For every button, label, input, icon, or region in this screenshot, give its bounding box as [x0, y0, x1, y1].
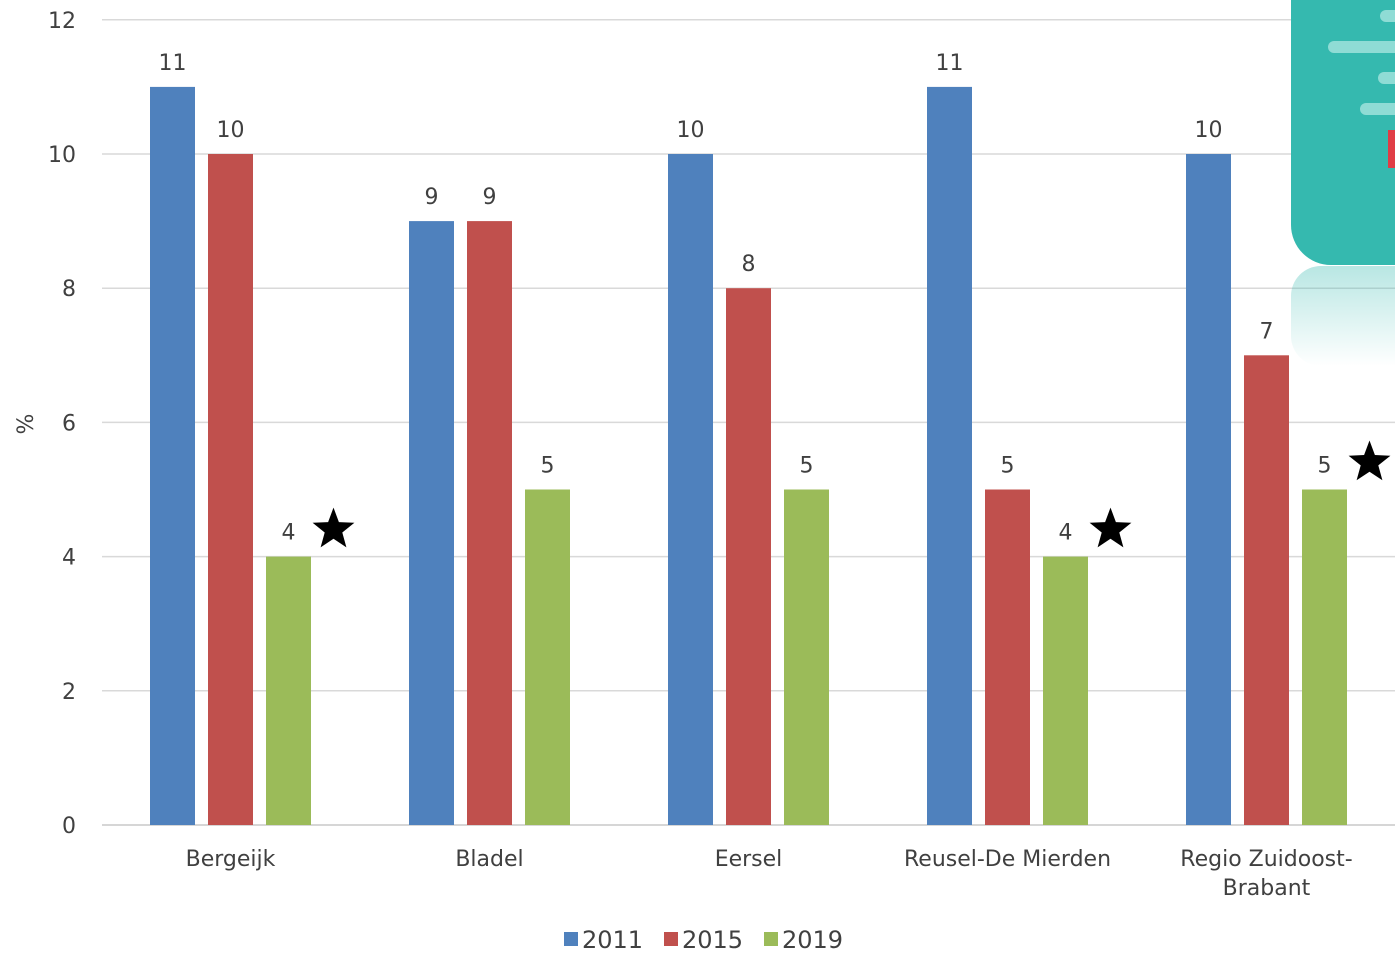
- bar-2011: [927, 86, 972, 825]
- data-label: 10: [677, 118, 705, 143]
- data-label: 5: [1001, 454, 1015, 479]
- star-icon: [1089, 507, 1132, 548]
- category-label: Reusel-De Mierden: [904, 847, 1111, 872]
- bar-2015: [1244, 355, 1289, 825]
- y-tick-label: 8: [62, 277, 76, 302]
- bar-2015: [726, 288, 771, 825]
- logo-accent: [1388, 130, 1395, 168]
- y-tick-label: 12: [48, 9, 76, 34]
- logo-panel: [1291, 0, 1395, 265]
- star-icon: [312, 507, 355, 548]
- star-annotations: [312, 440, 1391, 548]
- logo-stripe: [1360, 103, 1395, 115]
- data-labels: 11 10 4 9 9 5 10 8 5 11 5 4 10 7 5: [159, 51, 1332, 546]
- legend-label: 2019: [782, 926, 843, 954]
- logo-stripe: [1378, 72, 1395, 84]
- bar-2011: [409, 221, 454, 826]
- legend: 2011 2015 2019: [564, 926, 843, 954]
- y-tick-label: 10: [48, 143, 76, 168]
- data-label: 9: [483, 185, 497, 210]
- data-label: 10: [217, 118, 245, 143]
- data-label: 4: [1059, 521, 1073, 546]
- data-label: 5: [800, 454, 814, 479]
- bar-2019: [1043, 556, 1088, 825]
- bar-2019: [1302, 489, 1347, 825]
- bar-2019: [525, 489, 570, 825]
- legend-swatch: [664, 932, 678, 946]
- category-label: Regio Zuidoost-: [1180, 847, 1352, 872]
- bar-2011: [150, 86, 195, 825]
- legend-label: 2015: [682, 926, 743, 954]
- data-label: 11: [159, 51, 187, 76]
- data-label: 9: [425, 185, 439, 210]
- bar-2019: [266, 556, 311, 825]
- bar-2015: [467, 221, 512, 826]
- y-tick-label: 2: [62, 680, 76, 705]
- teal-logo-graphic: [1291, 0, 1395, 366]
- logo-reflection: [1291, 266, 1395, 366]
- y-axis-ticks: 0 2 4 6 8 10 12: [48, 9, 76, 839]
- data-label: 7: [1260, 319, 1274, 344]
- bar-2019: [784, 489, 829, 825]
- bar-2015: [985, 489, 1030, 825]
- y-tick-label: 4: [62, 546, 76, 571]
- category-label: Eersel: [715, 847, 783, 872]
- star-icon: [1348, 440, 1391, 481]
- y-tick-label: 0: [62, 814, 76, 839]
- category-label: Bergeijk: [186, 847, 276, 872]
- y-tick-label: 6: [62, 411, 76, 436]
- data-label: 11: [936, 51, 964, 76]
- data-label: 5: [541, 454, 555, 479]
- legend-swatch: [764, 932, 778, 946]
- legend-label: 2011: [582, 926, 643, 954]
- category-label: Brabant: [1223, 876, 1311, 901]
- legend-swatch: [564, 932, 578, 946]
- bar-2011: [668, 154, 713, 825]
- x-axis-categories: Bergeijk Bladel Eersel Reusel-De Mierden Reg…: [186, 847, 1353, 901]
- bar-2015: [208, 154, 253, 825]
- logo-stripe: [1328, 41, 1395, 53]
- category-label: Bladel: [455, 847, 523, 872]
- data-label: 4: [282, 521, 296, 546]
- y-axis-title: %: [14, 414, 39, 435]
- bars: [150, 86, 1347, 826]
- logo-stripe: [1380, 10, 1395, 22]
- data-label: 10: [1195, 118, 1223, 143]
- data-label: 8: [742, 252, 756, 277]
- bar-2011: [1186, 154, 1231, 825]
- data-label: 5: [1318, 454, 1332, 479]
